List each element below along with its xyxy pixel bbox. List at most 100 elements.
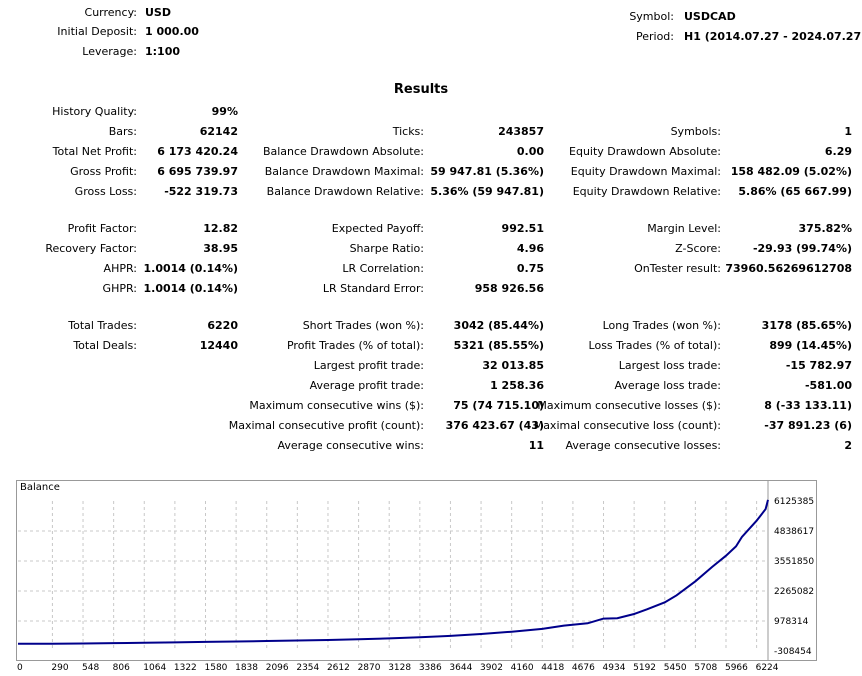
stat-label: Average profit trade: <box>309 379 424 392</box>
balance-chart-svg: 6125385 4838617 3551850 2265082 978314 -30845… <box>17 481 814 660</box>
stat-label: Recovery Factor: <box>45 242 137 255</box>
x-tick-label: 6224 <box>755 663 779 673</box>
x-tick-label: 4418 <box>541 663 565 673</box>
x-tick-label: 2612 <box>326 663 350 673</box>
stat-value: -29.93 (99.74%) <box>752 242 852 255</box>
y-tick-label: 6125385 <box>774 497 814 507</box>
leverage-label: Leverage: <box>82 45 137 58</box>
stat-label: Largest profit trade: <box>313 359 424 372</box>
stat-label: OnTester result: <box>634 262 721 275</box>
stat-label: Gross Profit: <box>70 165 137 178</box>
x-tick-label: 3128 <box>388 663 412 673</box>
stat-value: 1.0014 (0.14%) <box>143 262 239 275</box>
stat-value: 6 173 420.24 <box>157 145 238 158</box>
x-tick-label: 3644 <box>449 663 473 673</box>
x-tick-label: 290 <box>51 663 69 673</box>
stat-label: Symbols: <box>670 125 721 138</box>
stat-value: -522 319.73 <box>164 185 238 198</box>
stat-value: 38.95 <box>203 242 238 255</box>
stat-value: -581.00 <box>804 379 852 392</box>
leverage-value: 1:100 <box>145 45 181 58</box>
stat-value: 376 423.67 (43) <box>445 419 544 432</box>
stat-value: 6.29 <box>824 145 852 158</box>
stat-value: 32 013.85 <box>482 359 544 372</box>
stat-value: 158 482.09 (5.02%) <box>730 165 852 178</box>
stat-value: 12.82 <box>203 222 238 235</box>
history-quality-label: History Quality: <box>52 105 137 118</box>
stat-label: LR Correlation: <box>342 262 424 275</box>
stat-label: AHPR: <box>103 262 137 275</box>
stat-value: 0.00 <box>516 145 544 158</box>
stat-label: Expected Payoff: <box>331 222 424 235</box>
results-title: Results <box>393 82 449 97</box>
stat-label: Sharpe Ratio: <box>349 242 424 255</box>
balance-chart: 6125385 4838617 3551850 2265082 978314 -30845… <box>16 480 817 673</box>
stat-value: 958 926.56 <box>474 282 544 295</box>
currency-value: USD <box>145 6 171 19</box>
stat-value: -37 891.23 (6) <box>764 419 852 432</box>
y-tick-label: 2265082 <box>774 587 814 597</box>
x-tick-label: 1322 <box>173 663 197 673</box>
x-tick-label: 2354 <box>296 663 320 673</box>
x-tick-label: 5708 <box>694 663 718 673</box>
stat-value: 5.86% (65 667.99) <box>738 185 852 198</box>
stat-label: Balance Drawdown Maximal: <box>264 165 424 178</box>
y-tick-label: 3551850 <box>774 557 814 567</box>
stat-label: Maximal consecutive loss (count): <box>533 419 721 432</box>
stat-label: Gross Loss: <box>74 185 137 198</box>
stat-value: 62142 <box>199 125 238 138</box>
stat-label: Average consecutive losses: <box>565 439 721 452</box>
stat-label: Profit Factor: <box>67 222 137 235</box>
y-tick-label: -308454 <box>774 647 812 657</box>
x-tick-label: 806 <box>112 663 130 673</box>
balance-line <box>17 499 769 645</box>
stat-label: Balance Drawdown Absolute: <box>262 145 424 158</box>
x-tick-label: 4676 <box>571 663 595 673</box>
x-tick-label: 3902 <box>480 663 503 673</box>
stat-label: Bars: <box>108 125 137 138</box>
stat-label: Short Trades (won %): <box>302 319 424 332</box>
x-tick-label: 1580 <box>204 663 228 673</box>
stat-label: Largest loss trade: <box>618 359 721 372</box>
stat-value: 12440 <box>199 339 238 352</box>
stat-label: Equity Drawdown Relative: <box>572 185 721 198</box>
x-tick-label: 2096 <box>265 663 289 673</box>
stat-label: Total Net Profit: <box>52 145 137 158</box>
stat-value: 375.82% <box>798 222 852 235</box>
stat-label: Long Trades (won %): <box>602 319 721 332</box>
stat-label: Equity Drawdown Absolute: <box>569 145 721 158</box>
stat-value: -15 782.97 <box>785 359 852 372</box>
x-tick-label: 2870 <box>357 663 381 673</box>
stat-value: 1.0014 (0.14%) <box>143 282 239 295</box>
stat-value: 243857 <box>498 125 544 138</box>
x-tick-label: 548 <box>82 663 100 673</box>
stat-value: 4.96 <box>516 242 544 255</box>
symbol-label: Symbol: <box>629 10 674 23</box>
stat-value: 5.36% (59 947.81) <box>430 185 544 198</box>
stat-value: 6220 <box>207 319 238 332</box>
stat-label: GHPR: <box>102 282 137 295</box>
stat-label: LR Standard Error: <box>322 282 424 295</box>
stat-value: 2 <box>844 439 852 452</box>
x-tick-label: 5450 <box>663 663 687 673</box>
x-tick-label: 1838 <box>235 663 259 673</box>
stat-value: 73960.56269612708 <box>725 262 852 275</box>
stat-label: Equity Drawdown Maximal: <box>570 165 721 178</box>
x-tick-label: 4934 <box>602 663 626 673</box>
stat-value: 3178 (85.65%) <box>761 319 852 332</box>
stat-label: Average consecutive wins: <box>277 439 424 452</box>
x-tick-label: 0 <box>17 663 23 673</box>
stat-value: 992.51 <box>501 222 544 235</box>
x-tick-label: 5966 <box>724 663 748 673</box>
x-tick-label: 5192 <box>633 663 657 673</box>
stat-label: Maximum consecutive losses ($): <box>537 399 721 412</box>
stat-label: Loss Trades (% of total): <box>588 339 721 352</box>
period-value: H1 (2014.07.27 - 2024.07.27) <box>684 30 862 43</box>
stat-value: 0.75 <box>516 262 544 275</box>
chart-title: Balance <box>20 482 60 493</box>
initial-deposit-value: 1 000.00 <box>145 25 199 38</box>
stat-value: 75 (74 715.10) <box>453 399 544 412</box>
symbol-value: USDCAD <box>684 10 736 23</box>
stat-value: 59 947.81 (5.36%) <box>430 165 544 178</box>
stat-label: Total Deals: <box>73 339 137 352</box>
